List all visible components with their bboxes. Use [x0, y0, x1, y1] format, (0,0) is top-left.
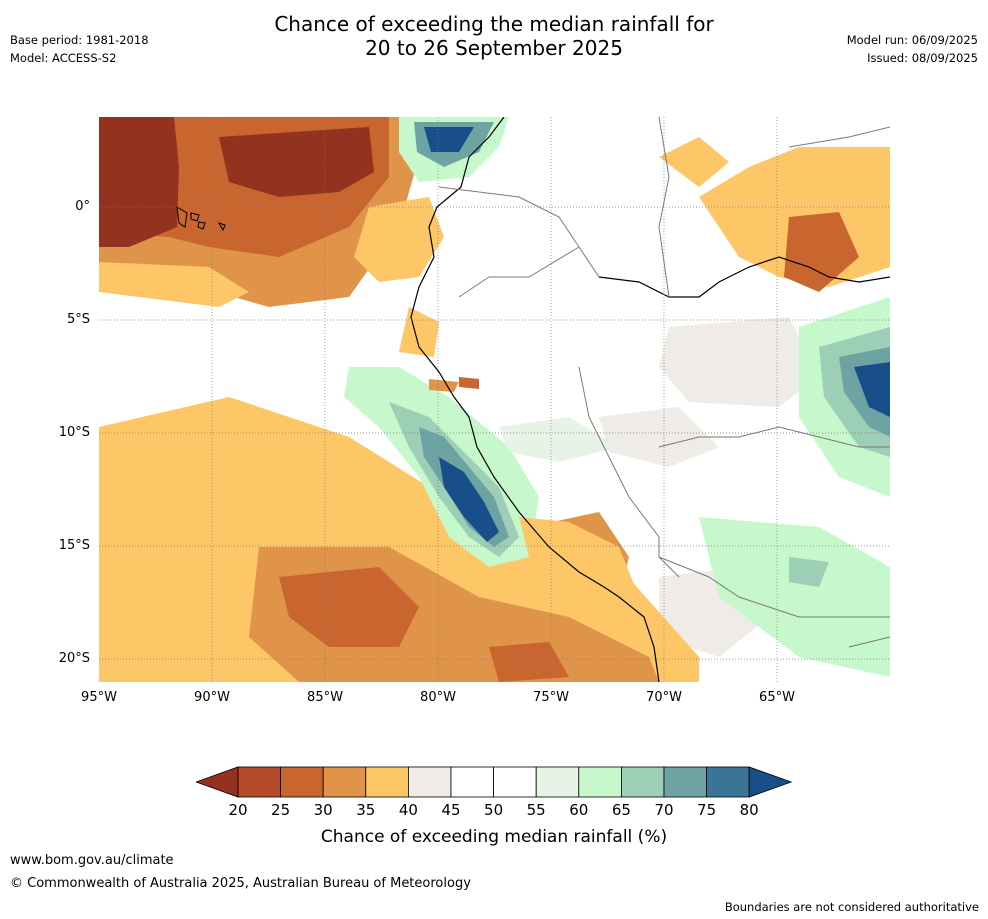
colorbar-segment	[407, 766, 452, 798]
colorbar-segments	[196, 766, 792, 798]
colorbar-tick-label: 80	[739, 801, 759, 819]
colorbar-segment	[493, 766, 537, 798]
colorbar-segment	[365, 766, 409, 798]
colorbar-segment	[322, 766, 367, 798]
copyright-text: © Commonwealth of Australia 2025, Austra…	[10, 876, 471, 891]
title-line-1: Chance of exceeding the median rainfall …	[274, 12, 714, 36]
dry-region-northwest	[99, 117, 419, 307]
lon-label-70w: 70°W	[646, 690, 682, 705]
colorbar-tick-label: 25	[271, 801, 291, 819]
wet-region-north	[399, 117, 509, 182]
colorbar-tick-label: 55	[526, 801, 546, 819]
colorbar-tick-label: 65	[611, 801, 631, 819]
colorbar-segment	[578, 766, 622, 798]
colorbar-label: Chance of exceeding median rainfall (%)	[320, 827, 668, 847]
lat-label-0: 0°	[75, 199, 90, 214]
lon-label-75w: 75°W	[533, 690, 569, 705]
page-title: Chance of exceeding the median rainfall …	[0, 12, 988, 60]
colorbar-segment	[237, 766, 281, 798]
river-line	[598, 256, 890, 298]
colorbar-tick-label: 75	[697, 801, 717, 819]
colorbar-tick-label: 60	[569, 801, 589, 819]
colorbar-tick-label: 45	[441, 801, 461, 819]
colorbar	[196, 766, 792, 798]
website-link[interactable]: www.bom.gov.au/climate	[10, 853, 174, 868]
coastline	[410, 117, 660, 682]
issued-text: Issued: 08/09/2025	[867, 51, 978, 65]
lon-label-65w: 65°W	[759, 690, 795, 705]
galapagos-islands	[176, 206, 226, 232]
colorbar-tick-label: 35	[356, 801, 376, 819]
model-text: Model: ACCESS-S2	[10, 51, 117, 65]
colorbar-segment	[663, 766, 707, 798]
lon-label-95w: 95°W	[81, 690, 117, 705]
gridlines	[99, 117, 890, 682]
colorbar-tick-label: 20	[228, 801, 248, 819]
lat-label-5s: 5°S	[66, 312, 90, 327]
lat-label-15s: 15°S	[58, 538, 90, 553]
base-period-text: Base period: 1981-2018	[10, 33, 149, 47]
colorbar-arrow-low	[196, 766, 239, 798]
colorbar-segment	[535, 766, 580, 798]
lon-label-85w: 85°W	[307, 690, 343, 705]
lat-label-10s: 10°S	[58, 425, 90, 440]
colorbar-tick-label: 30	[313, 801, 333, 819]
colorbar-segment	[620, 766, 665, 798]
lon-label-80w: 80°W	[420, 690, 456, 705]
colorbar-segment	[280, 766, 324, 798]
rainfall-map	[99, 117, 890, 682]
wet-region-peru-coast	[344, 367, 539, 567]
colorbar-tick-label: 70	[654, 801, 674, 819]
colorbar-tick-label: 40	[398, 801, 418, 819]
colorbar-tick-label: 50	[484, 801, 504, 819]
dry-region-andes	[429, 377, 639, 617]
moderate-dry-patches	[99, 137, 890, 357]
colorbar-segment	[706, 766, 750, 798]
model-run-text: Model run: 06/09/2025	[846, 33, 978, 47]
title-line-2: 20 to 26 September 2025	[365, 36, 623, 60]
colorbar-arrow-high	[748, 766, 792, 798]
colorbar-segment	[450, 766, 494, 798]
disclaimer-text: Boundaries are not considered authoritat…	[724, 900, 979, 914]
lon-label-90w: 90°W	[194, 690, 230, 705]
lat-label-20s: 20°S	[58, 651, 90, 666]
